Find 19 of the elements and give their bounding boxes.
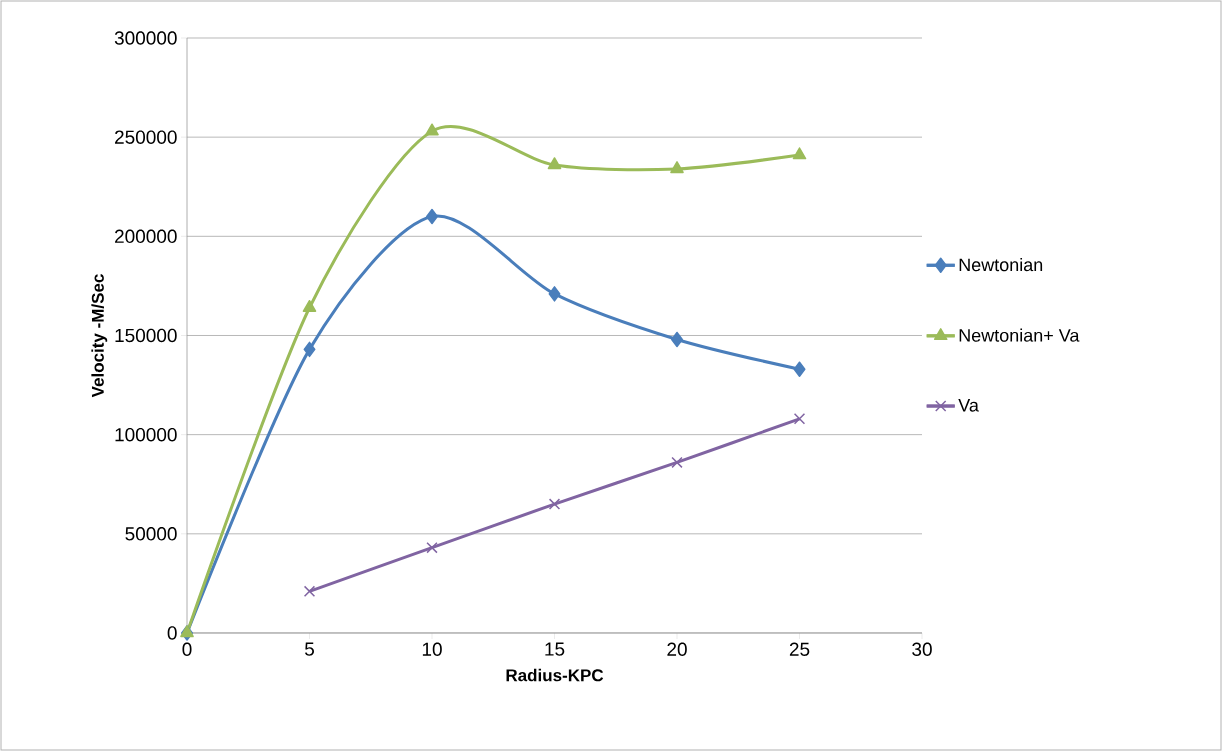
y-tick-label: 0	[167, 626, 177, 640]
x-tick-label: 10	[422, 642, 442, 656]
x-tick-label: 30	[912, 642, 932, 656]
legend-label: Va	[958, 399, 979, 412]
x-tick-label: 20	[667, 642, 687, 656]
y-tick-label: 50000	[125, 527, 177, 541]
x-tick-label: 0	[182, 642, 192, 656]
x-axis-title: Radius-KPC	[506, 668, 604, 682]
y-tick-label: 150000	[115, 328, 177, 343]
y-tick-label: 250000	[115, 130, 177, 144]
x-tick-label: 5	[304, 642, 314, 656]
x-tick-label: 15	[545, 642, 565, 656]
y-tick-label: 200000	[115, 229, 177, 244]
y-axis-title: Velocity -M/Sec	[91, 274, 108, 398]
legend-label: Newtonian	[959, 258, 1043, 272]
x-tick-label: 25	[789, 642, 810, 656]
y-tick-label: 300000	[114, 31, 177, 45]
legend-label: Newtonian+ Va	[959, 328, 1080, 342]
y-tick-label: 100000	[115, 427, 177, 442]
